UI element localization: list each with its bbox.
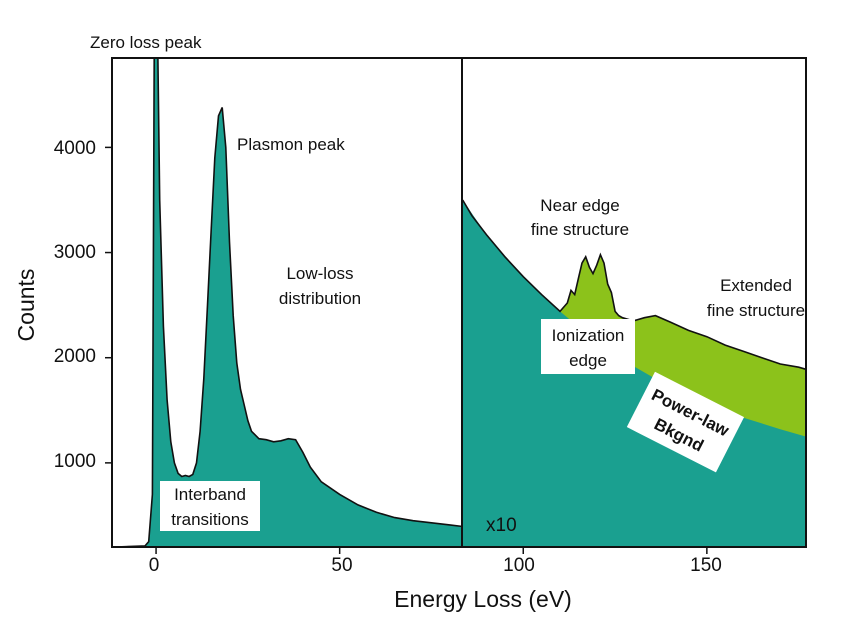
annotation-low-loss: Low-loss	[286, 264, 353, 283]
annotation-interband-line-1: Interband	[174, 485, 246, 504]
annotation-near-edge-2: fine structure	[531, 220, 629, 239]
annotation-ionization-line-1: Ionization	[552, 326, 625, 345]
x-tick-label: 100	[503, 555, 535, 576]
annotation-extended: Extended	[720, 276, 792, 295]
annotation-box	[541, 319, 635, 374]
low-loss-area	[115, 58, 463, 547]
annotation-near-edge: Near edge	[540, 196, 619, 215]
annotation-box	[626, 371, 745, 473]
core-loss-outline	[462, 199, 807, 371]
annotation-power-law-background: Power-law Bkgnd	[626, 371, 745, 473]
plot-area	[105, 57, 807, 554]
y-tick-label: 2000	[54, 346, 96, 367]
scale-label: x10	[486, 515, 517, 536]
y-tick-label: 1000	[54, 451, 96, 472]
y-tick-label: 3000	[54, 242, 96, 263]
x-axis-title: Energy Loss (eV)	[394, 586, 572, 612]
low-loss-outline	[115, 57, 463, 548]
plot-frame	[111, 57, 807, 548]
annotation-plasmon: Plasmon peak	[237, 135, 345, 154]
annotation-box	[160, 481, 260, 531]
x-tick-label: 50	[331, 555, 352, 576]
x-tick-label: 0	[149, 555, 160, 576]
annotation-extended-2: fine structure	[707, 301, 805, 320]
annotation-interband-line-2: transitions	[171, 510, 248, 529]
y-tick-label: 4000	[54, 138, 96, 159]
annotation-ionization-edge: Ionization edge	[541, 319, 635, 374]
annotation-ionization-line-2: edge	[569, 351, 607, 370]
y-axis-title: Counts	[13, 269, 39, 342]
tick-labels: 0 50 100 150 1000 2000 3000 4000	[54, 138, 722, 576]
annotation-zero-loss: Zero loss peak	[90, 33, 202, 52]
annotation-interband: Interband transitions	[160, 481, 260, 531]
annotation-low-loss-2: distribution	[279, 289, 361, 308]
x-tick-label: 150	[690, 555, 722, 576]
